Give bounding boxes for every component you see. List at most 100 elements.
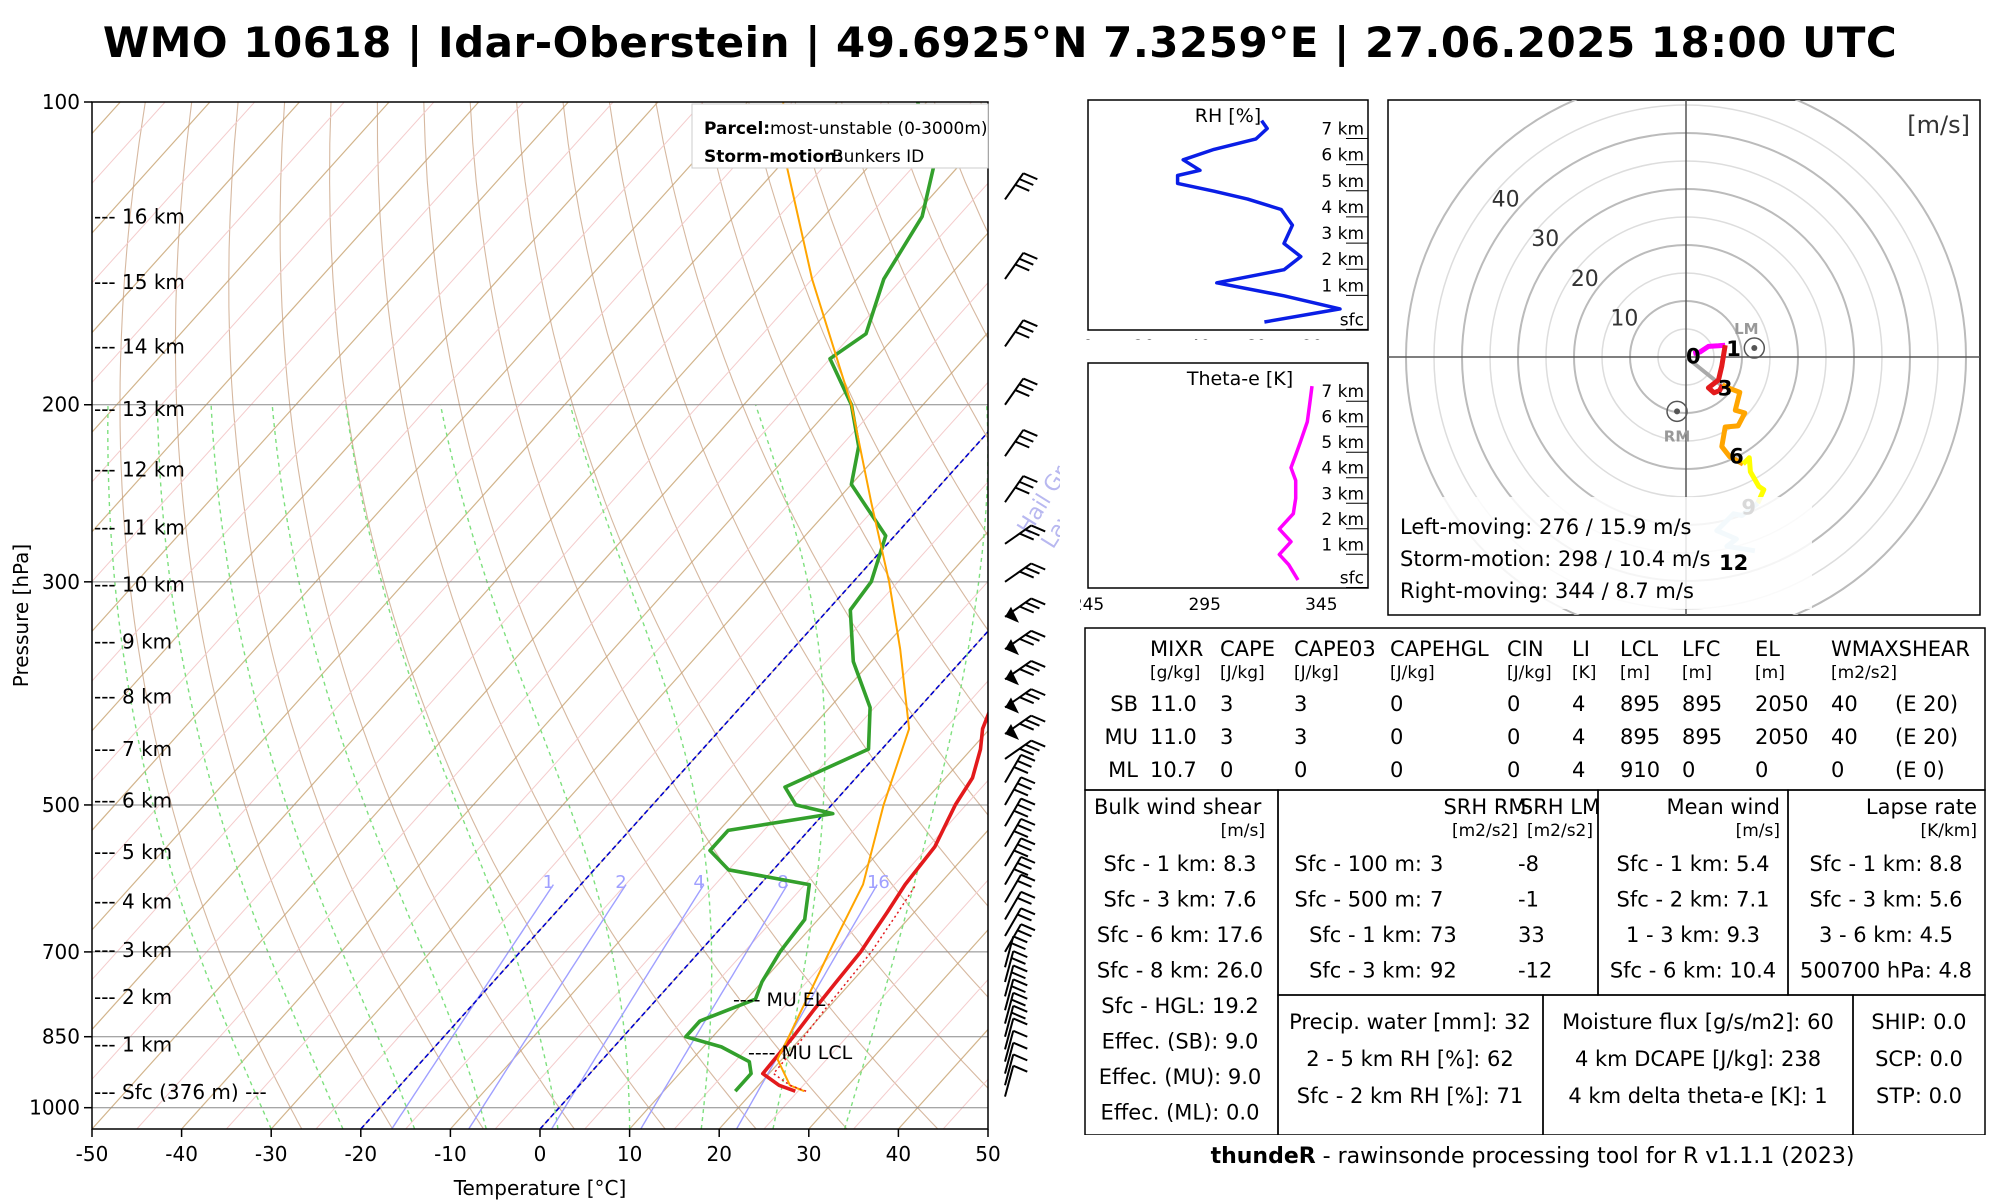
legend-parcel-value: most-unstable (0-3000m) [770, 119, 988, 139]
hgl-isotherm-line [539, 630, 988, 1129]
dry-adiabat-line [840, 102, 988, 440]
barb-flag [1020, 776, 1036, 785]
isotherm-minor-line [92, 102, 345, 384]
srh-lm-value: -1 [1518, 888, 1539, 912]
lapse-title: Lapse rate [1866, 795, 1977, 819]
temperature-profile-line [760, 710, 988, 1093]
params-row-label: SB [1110, 692, 1138, 716]
params-header: CAPE [1220, 637, 1275, 661]
meanwind-title: Mean wind [1666, 795, 1780, 819]
theta-e-ytick-label: 6 km [1321, 408, 1364, 428]
barb-flag [1017, 929, 1032, 938]
params-cell: 895 [1682, 725, 1722, 749]
isotherm-line [718, 829, 988, 1129]
barb-staff [1004, 907, 1022, 937]
moisture-row: 2 - 5 km RH [%]: 62 [1306, 1047, 1514, 1071]
height-label: --- 7 km [94, 737, 172, 761]
wind-barb [1004, 377, 1038, 406]
srh-rm-value: 73 [1430, 923, 1457, 947]
isotherm-line [987, 1128, 988, 1129]
isotherm-line [808, 928, 988, 1129]
shear-row: Sfc - 6 km: 17.6 [1097, 923, 1263, 947]
barb-flag [1025, 718, 1040, 727]
hodo-height-marker: 0 [1686, 344, 1701, 368]
x-tick-label: 40 [886, 1142, 911, 1166]
srh-rm-header: SRH RM [1443, 795, 1526, 819]
rh-xtick-label: 60 [1245, 337, 1267, 340]
height-label: --- 12 km [94, 458, 185, 482]
srh-lm-unit: [m2/s2] [1527, 821, 1593, 841]
isotherm-line [92, 102, 569, 633]
isotherm-line [92, 102, 748, 832]
shear-row: Sfc - HGL: 19.2 [1101, 994, 1258, 1018]
hodo-plot [1388, 100, 1980, 615]
height-label: --- 3 km [94, 938, 172, 962]
barb-flag [1011, 971, 1026, 980]
isotherm-line [92, 132, 988, 1129]
params-header-unit: [J/kg] [1507, 663, 1552, 683]
barb-staff [1004, 475, 1025, 503]
barb-flag [1020, 753, 1036, 762]
y-tick-label: 850 [42, 1025, 80, 1049]
barb-staff [1004, 891, 1022, 921]
barb-flag [1017, 803, 1032, 812]
flux-row: Moisture flux [g/s/m2]: 60 [1562, 1010, 1834, 1034]
barb-staff [1004, 252, 1025, 280]
barb-staff [1004, 979, 1015, 1011]
x-tick-label: -50 [76, 1142, 109, 1166]
dry-adiabat-line [279, 102, 575, 1129]
srh-rm-value: 3 [1430, 852, 1443, 876]
dry-adiabat-line [655, 102, 988, 816]
moist-adiabat-line [107, 404, 272, 1129]
params-cell: (E 20) [1895, 692, 1958, 716]
hodo-segment-6-9km [1741, 455, 1767, 505]
mixing-ratio-line [640, 884, 789, 1129]
meanwind-row: Sfc - 2 km: 7.1 [1617, 888, 1770, 912]
params-cell: 0 [1682, 758, 1695, 782]
wind-barb [1004, 855, 1036, 886]
height-label: --- 16 km [94, 205, 185, 229]
moisture-row: Sfc - 2 km RH [%]: 71 [1297, 1084, 1523, 1108]
barb-flag [1020, 873, 1036, 882]
params-cell: 11.0 [1150, 692, 1197, 716]
params-cell: 2050 [1755, 725, 1808, 749]
flux-row: 4 km delta theta-e [K]: 1 [1568, 1084, 1827, 1108]
isotherm-minor-line [226, 282, 988, 1129]
barb-staff [1004, 1030, 1015, 1062]
rh-line [1175, 119, 1342, 324]
barb-flag [1017, 879, 1032, 888]
isotherm-minor-line [92, 102, 793, 881]
hodo-mean-wind-line [1684, 355, 1727, 390]
shear-row: Effec. (ML): 0.0 [1101, 1101, 1260, 1125]
barb-pennant [1005, 639, 1019, 656]
legend-parcel-label: Parcel: [704, 119, 770, 139]
wind-barb [1004, 797, 1036, 827]
params-cell: 10.7 [1150, 758, 1197, 782]
isotherm-line [270, 331, 988, 1129]
wind-barb [1004, 1041, 1028, 1074]
mixing-ratio-line [468, 884, 627, 1129]
barb-flag [1017, 824, 1032, 832]
barb-staff [1004, 818, 1022, 848]
params-header-unit: [m2/s2] [1831, 663, 1897, 683]
x-tick-label: 20 [706, 1142, 731, 1166]
wind-barb [1004, 817, 1036, 848]
lapse-unit: [K/km] [1920, 821, 1977, 841]
legend-storm-value: Bunkers ID [832, 147, 924, 167]
rh-frame [1087, 99, 1369, 331]
dry-adiabat-line [562, 102, 988, 998]
dewpoint-profile-line [683, 102, 937, 1093]
height-label: --- 1 km [94, 1032, 172, 1056]
moist-adiabat-line [210, 404, 416, 1129]
hodo-storm-motion: Storm-motion: 298 / 10.4 m/s [1400, 547, 1710, 571]
barb-flag [1019, 722, 1035, 731]
barb-pennant [1005, 606, 1019, 623]
barb-flag [1012, 1029, 1028, 1038]
wind-barb [1004, 688, 1046, 714]
x-tick-label: 0 [534, 1142, 547, 1166]
y-tick-label: 700 [42, 940, 80, 964]
barb-staff [1004, 172, 1025, 201]
moist-adiabat-line [271, 404, 487, 1129]
wind-barb [1004, 837, 1036, 867]
lapse-row: Sfc - 1 km: 8.8 [1810, 852, 1963, 876]
